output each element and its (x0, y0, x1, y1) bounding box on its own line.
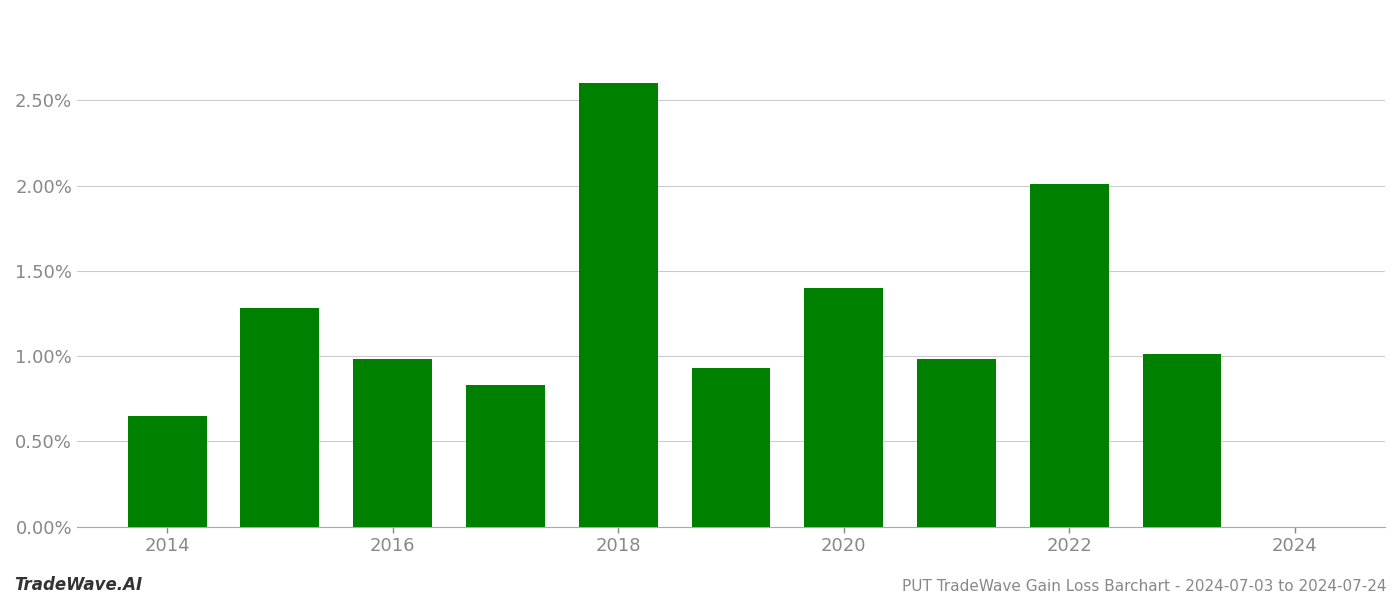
Bar (1142, 355, 1221, 527)
Bar (241, 308, 319, 527)
Bar (353, 359, 433, 527)
Text: TradeWave.AI: TradeWave.AI (14, 576, 143, 594)
Bar (466, 385, 545, 527)
Bar (578, 83, 658, 527)
Bar (692, 368, 770, 527)
Text: PUT TradeWave Gain Loss Barchart - 2024-07-03 to 2024-07-24: PUT TradeWave Gain Loss Barchart - 2024-… (902, 579, 1386, 594)
Bar (1030, 184, 1109, 527)
Bar (127, 416, 207, 527)
Bar (804, 288, 883, 527)
Bar (917, 359, 995, 527)
